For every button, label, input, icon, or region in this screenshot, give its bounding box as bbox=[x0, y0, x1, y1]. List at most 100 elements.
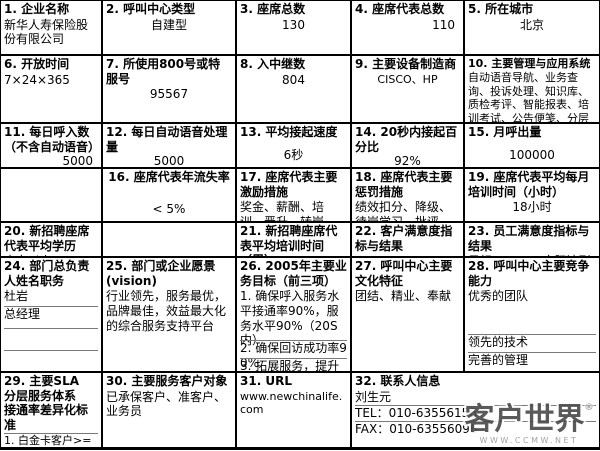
field-value: 7×24×365 bbox=[4, 72, 70, 87]
field-label: 11. 每日呼入数（不含自动语音） bbox=[4, 125, 101, 154]
field-label: 30. 主要服务客户对象 bbox=[106, 374, 228, 388]
field-management-systems: 10. 主要管理与应用系统 自动语音导航、业务查询、投诉处理、知识库、质检考评、… bbox=[465, 56, 599, 124]
field-label: 1. 企业名称 bbox=[4, 2, 70, 16]
field-monthly-training-hours: 19. 座席代表平均每月培训时间（小时） 18小时 bbox=[465, 169, 599, 223]
field-label: 25. 部门或企业愿景 (vision) bbox=[106, 259, 216, 288]
goal-item: 3. 拓展服务，提升业务支持 bbox=[240, 358, 347, 371]
field-label: 12. 每日自动语音处理量 bbox=[106, 125, 228, 154]
field-avg-answer-speed: 13. 平均接起速度 6秒 bbox=[237, 124, 352, 169]
field-culture: 27. 呼叫中心主要文化特征 团结、精业、奉献 bbox=[352, 258, 465, 373]
field-new-agent-education: 20. 新招聘座席代表平均学历 大专以上 bbox=[1, 223, 103, 258]
field-value: 95567 bbox=[149, 87, 189, 102]
contact-tel: TEL：010-63556156 bbox=[355, 404, 596, 421]
field-label: 14. 20秒内接起百分比 bbox=[355, 125, 458, 154]
field-value: < 5% bbox=[152, 202, 186, 217]
field-label: 20. 新招聘座席代表平均学历 bbox=[4, 224, 90, 253]
field-value: CISCO、HP bbox=[377, 72, 438, 86]
field-label: 27. 呼叫中心主要文化特征 bbox=[355, 259, 453, 288]
field-label: 3. 座席总数 bbox=[240, 2, 306, 16]
sla-item: 1. 白金卡客户>=95%; bbox=[4, 432, 98, 447]
empty-cell bbox=[1, 169, 103, 223]
field-customer-targets: 30. 主要服务客户对象 已承保客户、准客户、业务员 bbox=[103, 373, 237, 447]
field-value: 总经理 bbox=[4, 306, 98, 328]
separator-row bbox=[4, 328, 98, 350]
field-competitiveness: 28. 呼叫中心主要竞争能力 优秀的团队 领先的技术 完善的管理 bbox=[465, 258, 599, 373]
strength-item: 完善的管理 bbox=[468, 352, 596, 370]
field-value: 6秒 bbox=[283, 148, 304, 163]
field-vision: 25. 部门或企业愿景 (vision) 行业领先，服务最优，品牌最佳，效益最大… bbox=[103, 258, 237, 373]
field-value: 5000 bbox=[62, 154, 93, 169]
field-employee-satisfaction: 23. 员工满意度指标与结果 目标：90%，实际达到95% bbox=[465, 223, 599, 258]
field-label: 32. 联系人信息 bbox=[355, 374, 441, 388]
field-new-agent-training-weeks: 21. 新招聘座席代表平均培训时间（周） 8周 bbox=[237, 223, 352, 258]
field-agent-attrition-rate: 16. 座席代表年流失率 < 5% bbox=[103, 169, 237, 223]
field-value: 18小时 bbox=[512, 200, 552, 215]
field-label: 10. 主要管理与应用系统 bbox=[468, 57, 591, 70]
field-label: 23. 员工满意度指标与结果 bbox=[468, 224, 590, 253]
field-business-goals-2005: 26. 2005年主要业务目标（前三项） 1. 确保呼入服务水平接通率90%，服… bbox=[237, 258, 352, 373]
field-label: 26. 2005年主要业务目标（前三项） bbox=[240, 259, 347, 288]
field-agent-incentives: 17. 座席代表主要激励措施 奖金、薪酬、培训、晋升、转岗 bbox=[237, 169, 352, 223]
field-label: 22. 客户满意度指标与结果 bbox=[355, 224, 453, 253]
contact-fax: FAX：010-63556096 bbox=[355, 420, 596, 446]
field-url: 31. URL www.newchinalife.com bbox=[237, 373, 352, 447]
separator-row bbox=[4, 350, 98, 370]
field-label: 5. 所在城市 bbox=[468, 2, 534, 16]
field-value: 自建型 bbox=[150, 17, 187, 32]
field-value: 北京 bbox=[519, 17, 544, 32]
field-equipment-vendors: 9. 主要设备制造商 CISCO、HP bbox=[352, 56, 465, 124]
field-sla: 29. 主要SLA 分层服务体系 接通率差异化标准 1. 白金卡客户>=95%;… bbox=[1, 373, 103, 447]
field-value: 804 bbox=[282, 72, 305, 87]
field-value: 目标：90%，实际达到95% bbox=[468, 254, 596, 256]
field-value: 92% bbox=[394, 154, 421, 169]
strength-item: 优秀的团队 bbox=[468, 289, 529, 304]
field-label: 2. 呼叫中心类型 bbox=[106, 2, 196, 16]
field-value: 绩效扣分、降级、待岗学习、批评 bbox=[355, 200, 452, 223]
field-label: 6. 开放时间 bbox=[4, 57, 70, 71]
field-value: 团结、精业、奉献 bbox=[355, 289, 452, 304]
field-daily-ivr-volume: 12. 每日自动语音处理量 5000 bbox=[103, 124, 237, 169]
field-monthly-outbound: 15. 月呼出量 100000 bbox=[465, 124, 599, 169]
field-department-head: 24. 部门总负责人姓名职务 杜岩 总经理 bbox=[1, 258, 103, 373]
field-label: 29. 主要SLA bbox=[4, 374, 80, 388]
field-company-name: 1. 企业名称 新华人寿保险股份有限公司 bbox=[1, 1, 103, 56]
field-value: 行业领先，服务最优，品牌最佳，效益最大化的综合服务支持平台 bbox=[106, 289, 227, 333]
field-city: 5. 所在城市 北京 bbox=[465, 1, 599, 56]
field-label: 7. 所使用800号或特服号 bbox=[106, 57, 221, 86]
strength-item: 领先的技术 bbox=[468, 334, 596, 352]
field-label: 18. 座席代表主要惩罚措施 bbox=[355, 170, 453, 199]
field-agent-penalties: 18. 座席代表主要惩罚措施 绩效扣分、降级、待岗学习、批评 bbox=[352, 169, 465, 223]
field-value: 90% bbox=[355, 254, 460, 256]
field-value: 已承保客户、准客户、业务员 bbox=[106, 389, 227, 419]
field-daily-inbound-calls: 11. 每日呼入数（不含自动语音） 5000 bbox=[1, 124, 103, 169]
field-service-number: 7. 所使用800号或特服号 95567 bbox=[103, 56, 237, 124]
field-label: 4. 座席代表总数 bbox=[355, 2, 445, 16]
field-label: 15. 月呼出量 bbox=[468, 125, 542, 139]
field-value: 5000 bbox=[153, 154, 185, 169]
field-label: 13. 平均接起速度 bbox=[240, 125, 338, 139]
contact-name: 刘生元 bbox=[355, 389, 392, 404]
goal-item: 1. 确保呼入服务水平接通率90%，服务水平90%（20S内） bbox=[240, 289, 340, 348]
field-inbound-trunks: 8. 入中继数 804 bbox=[237, 56, 352, 124]
field-total-seats: 3. 座席总数 130 bbox=[237, 1, 352, 56]
field-label: 9. 主要设备制造商 bbox=[355, 57, 457, 71]
url-value: www.newchinalife.com bbox=[240, 389, 343, 417]
empty-cell bbox=[103, 223, 237, 258]
field-customer-satisfaction: 22. 客户满意度指标与结果 90% bbox=[352, 223, 465, 258]
field-value: 奖金、薪酬、培训、晋升、转岗 bbox=[240, 200, 325, 223]
field-value: 新华人寿保险股份有限公司 bbox=[4, 17, 89, 47]
field-value: 自动语音导航、业务查询、投诉处理、知识库、质检考评、智能报表、培训考试、公告便笺… bbox=[468, 71, 589, 124]
field-value: 130 bbox=[282, 17, 305, 32]
field-value: 杜岩 bbox=[4, 289, 29, 304]
field-total-agents: 4. 座席代表总数 110 bbox=[352, 1, 465, 56]
field-label: 16. 座席代表年流失率 bbox=[108, 170, 230, 184]
field-subtitle: 分层服务体系 接通率差异化标准 bbox=[4, 388, 89, 432]
field-opening-hours: 6. 开放时间 7×24×365 bbox=[1, 56, 103, 124]
field-label: 17. 座席代表主要激励措施 bbox=[240, 170, 338, 199]
field-label: 31. URL bbox=[240, 374, 293, 388]
field-label: 21. 新招聘座席代表平均培训时间（周） bbox=[240, 224, 338, 256]
field-value: 大专以上 bbox=[4, 254, 98, 256]
field-callcenter-type: 2. 呼叫中心类型 自建型 bbox=[103, 1, 237, 56]
field-value: 110 bbox=[432, 17, 455, 32]
field-label: 28. 呼叫中心主要竞争能力 bbox=[468, 259, 590, 288]
